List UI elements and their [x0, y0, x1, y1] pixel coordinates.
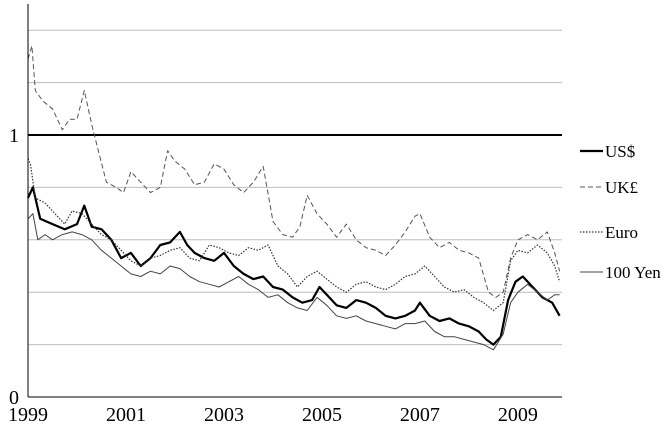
legend: US$ UK£ Euro 100 Yen	[580, 142, 661, 282]
y-tick-label: 0	[9, 387, 19, 409]
grid-lines	[28, 29, 562, 346]
x-tick-label: 2007	[400, 404, 440, 426]
series-line-0	[27, 186, 561, 346]
y-tick-labels: 01	[9, 125, 19, 409]
axes	[27, 4, 562, 398]
x-tick-label: 2005	[302, 404, 342, 426]
legend-label: UK£	[605, 178, 638, 197]
series-lines	[27, 45, 561, 351]
legend-label: 100 Yen	[605, 263, 661, 282]
series-line-2	[27, 158, 561, 312]
y-tick-label: 1	[9, 125, 19, 147]
series-line-3	[27, 213, 560, 351]
x-tick-label: 1999	[8, 404, 48, 426]
x-tick-label: 2001	[106, 404, 146, 426]
x-tick-label: 2003	[204, 404, 244, 426]
x-tick-label: 2009	[498, 404, 538, 426]
series-line-1	[27, 45, 561, 298]
legend-label: US$	[605, 142, 635, 161]
legend-label: Euro	[605, 223, 638, 242]
x-tick-labels: 1999 2001 2003 2005 2007 2009	[8, 404, 538, 426]
